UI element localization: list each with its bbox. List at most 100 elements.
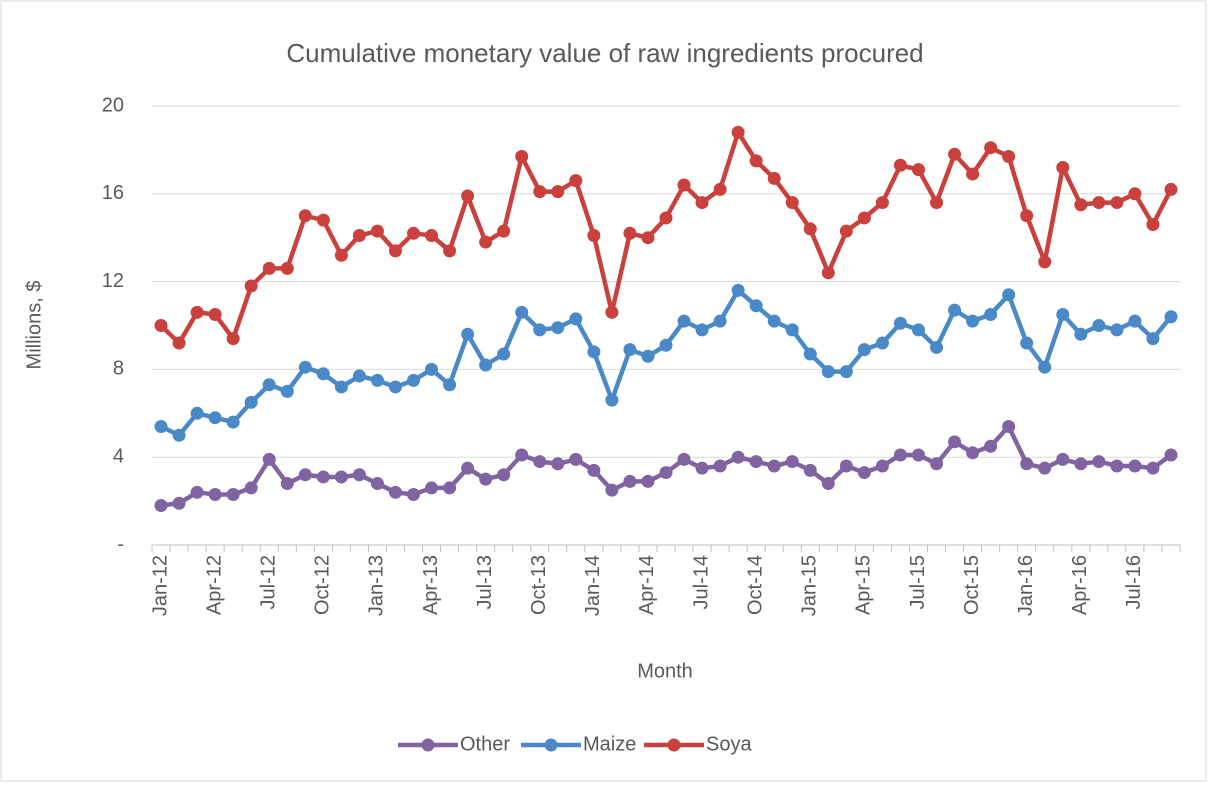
data-point: [713, 314, 727, 328]
x-axis-label: Month: [637, 660, 693, 682]
data-point: [857, 211, 871, 225]
data-point: [966, 167, 980, 181]
data-point: [1038, 461, 1052, 475]
data-point: [316, 367, 330, 381]
data-point: [172, 496, 186, 510]
data-point: [659, 338, 673, 352]
data-point: [298, 360, 312, 374]
data-point: [713, 459, 727, 473]
data-point: [875, 196, 889, 210]
data-point: [497, 224, 511, 238]
y-tick-label: 4: [113, 445, 124, 467]
data-point: [334, 248, 348, 262]
data-point: [407, 373, 421, 387]
data-point: [695, 461, 709, 475]
data-point: [1128, 187, 1142, 201]
legend-label: Other: [460, 733, 510, 755]
data-point: [911, 323, 925, 337]
data-point: [425, 229, 439, 243]
data-point: [587, 345, 601, 359]
x-tick-label: Jul-16: [1123, 555, 1145, 609]
data-point: [1146, 332, 1160, 346]
data-point: [407, 226, 421, 240]
data-point: [316, 213, 330, 227]
data-point: [443, 244, 457, 258]
data-point: [677, 178, 691, 192]
data-point: [316, 470, 330, 484]
x-tick-label: Jul-12: [258, 555, 280, 609]
data-point: [1002, 149, 1016, 163]
data-point: [515, 149, 529, 163]
data-point: [821, 365, 835, 379]
data-point: [1074, 198, 1088, 212]
data-point: [569, 452, 583, 466]
data-point: [208, 308, 222, 322]
data-point: [551, 185, 565, 199]
data-point: [930, 457, 944, 471]
data-point: [893, 448, 907, 462]
x-tick-label: Jul-13: [474, 555, 496, 609]
data-point: [803, 463, 817, 477]
data-point: [713, 182, 727, 196]
data-point: [587, 229, 601, 243]
data-point: [767, 459, 781, 473]
data-point: [172, 336, 186, 350]
data-point: [1002, 288, 1016, 302]
data-point: [677, 452, 691, 466]
data-point: [154, 419, 168, 433]
data-point: [677, 314, 691, 328]
data-point: [244, 279, 258, 293]
data-point: [497, 468, 511, 482]
x-tick-label: Apr-12: [203, 555, 225, 615]
data-point: [749, 299, 763, 313]
data-point: [533, 455, 547, 469]
y-tick-label: 12: [102, 270, 124, 292]
data-point: [1110, 196, 1124, 210]
data-point: [839, 459, 853, 473]
data-point: [839, 365, 853, 379]
data-point: [352, 468, 366, 482]
data-point: [1110, 459, 1124, 473]
data-point: [280, 384, 294, 398]
data-point: [984, 308, 998, 322]
data-point: [1074, 457, 1088, 471]
x-tick-label: Apr-16: [1069, 555, 1091, 615]
data-point: [262, 452, 276, 466]
data-point: [785, 455, 799, 469]
data-point: [623, 226, 637, 240]
data-point: [262, 261, 276, 275]
y-axis-label: Millions, $: [23, 281, 45, 370]
legend-marker: [421, 738, 435, 752]
data-point: [857, 343, 871, 357]
data-point: [659, 466, 673, 480]
data-point: [244, 481, 258, 495]
data-point: [839, 224, 853, 238]
x-tick-label: Jan-12: [149, 555, 171, 616]
data-point: [226, 332, 240, 346]
data-point: [641, 349, 655, 363]
data-point: [695, 323, 709, 337]
data-point: [948, 303, 962, 317]
data-point: [1038, 255, 1052, 269]
data-point: [388, 244, 402, 258]
data-point: [875, 336, 889, 350]
data-point: [388, 380, 402, 394]
data-point: [1074, 327, 1088, 341]
data-point: [1020, 457, 1034, 471]
data-point: [623, 343, 637, 357]
data-point: [875, 459, 889, 473]
data-point: [208, 411, 222, 425]
data-point: [569, 174, 583, 188]
data-point: [244, 395, 258, 409]
data-point: [551, 321, 565, 335]
data-point: [911, 163, 925, 177]
data-point: [623, 474, 637, 488]
data-point: [533, 323, 547, 337]
data-point: [1002, 419, 1016, 433]
data-point: [695, 196, 709, 210]
data-point: [479, 472, 493, 486]
data-point: [749, 455, 763, 469]
data-point: [190, 406, 204, 420]
data-point: [605, 483, 619, 497]
